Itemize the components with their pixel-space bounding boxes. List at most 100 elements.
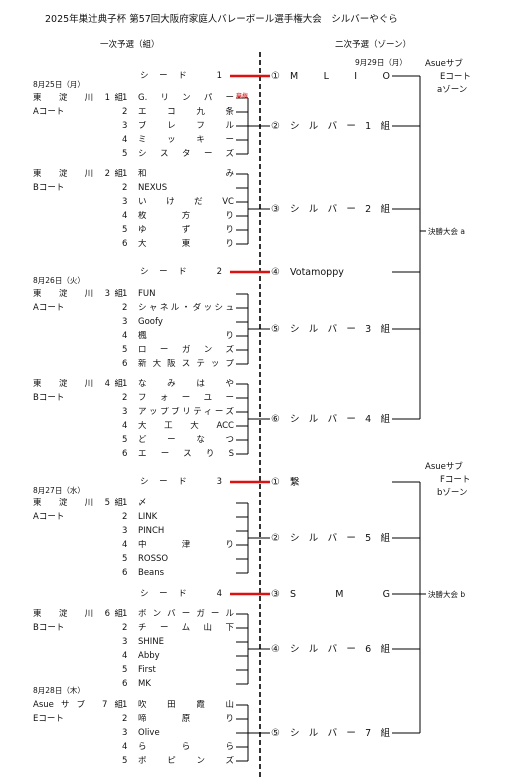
left-header: 一次予選（組） xyxy=(100,40,160,50)
court: Aコート xyxy=(33,106,65,117)
team-name: ROSSO xyxy=(138,553,169,564)
team-no: 5 xyxy=(122,344,128,355)
team-no: 1 xyxy=(122,608,128,619)
team-name: Beans xyxy=(138,567,165,578)
team-no: 3 xyxy=(122,120,128,131)
team-no: 4 xyxy=(122,650,128,661)
title: 2025年巣辻典子杯 第57回大阪府家庭人バレーボール選手権大会 シルバーやぐら xyxy=(45,14,398,25)
team-name: 〆 xyxy=(138,497,147,508)
team-name: Goofy xyxy=(138,316,163,327)
team-name: アップブリティーズ xyxy=(138,406,234,417)
team-name: 吹田霞山 xyxy=(138,699,234,710)
team-name: ゆずり xyxy=(138,224,234,235)
round2-date: 9月29日（月） xyxy=(355,58,407,67)
team-name: ボンバーガール xyxy=(138,608,234,619)
team-no: 1 xyxy=(122,288,128,299)
team-no: 4 xyxy=(122,330,128,341)
team-name: なみはや xyxy=(138,378,234,389)
team-name: ポピンズ xyxy=(138,755,234,766)
team-no: 3 xyxy=(122,196,128,207)
court: Bコート xyxy=(33,622,65,633)
court: Eコート xyxy=(33,713,64,724)
zone-court: Fコート xyxy=(440,474,471,485)
court: Bコート xyxy=(33,392,65,403)
team-no: 5 xyxy=(122,148,128,159)
final: 決勝大会 b xyxy=(428,589,466,599)
team-name: フォーユー xyxy=(138,392,234,403)
team-no: 1 xyxy=(122,378,128,389)
final: 決勝大会 a xyxy=(428,226,465,236)
group-name: Asueサブ 7組 xyxy=(33,699,123,710)
result-no: ④ xyxy=(271,643,280,655)
result: シルバー1組 xyxy=(290,120,390,132)
team-no: 6 xyxy=(122,448,128,459)
team-name: LINK xyxy=(138,511,158,522)
team-name: 大東り xyxy=(138,238,234,249)
result-no: ④ xyxy=(271,266,280,278)
result-no: ⑤ xyxy=(271,727,280,739)
team-no: 5 xyxy=(122,755,128,766)
result: シルバー5組 xyxy=(290,532,390,544)
result: シルバー6組 xyxy=(290,643,390,655)
team-no: 3 xyxy=(122,727,128,738)
team-name: どーなつ xyxy=(138,434,234,445)
team-no: 6 xyxy=(122,567,128,578)
team-no: 2 xyxy=(122,622,128,633)
team-name: PINCH xyxy=(138,525,165,536)
right-header: 二次予選（ゾーン） xyxy=(335,40,412,50)
team-no: 4 xyxy=(122,210,128,221)
team-no: 3 xyxy=(122,316,128,327)
team-name: いけだVC xyxy=(138,196,234,207)
group-name: 東 淀 川 1組 xyxy=(33,92,123,103)
result: 繋 xyxy=(290,476,300,488)
team-no: 5 xyxy=(122,553,128,564)
seed: シード 4 xyxy=(140,588,222,599)
court: Aコート xyxy=(33,511,65,522)
team-name: G.リンパー xyxy=(138,92,234,103)
team-name: 大工大ACC xyxy=(138,420,234,431)
team-name: ローガンズ xyxy=(138,344,234,355)
date: 8月28日（木） xyxy=(33,685,85,695)
result: シルバー2組 xyxy=(290,203,390,215)
team-no: 2 xyxy=(122,302,128,313)
team-name: ブレフル xyxy=(138,120,234,131)
group-name: 東 淀 川 6組 xyxy=(33,608,123,619)
team-no: 2 xyxy=(122,392,128,403)
seed: シード 1 xyxy=(140,70,222,81)
team-no: 2 xyxy=(122,713,128,724)
team-no: 6 xyxy=(122,238,128,249)
date: 8月25日（月） xyxy=(33,79,85,89)
team-name: エコ九条 xyxy=(138,106,234,117)
team-name: チーム山下 xyxy=(138,622,234,633)
result: シルバー7組 xyxy=(290,727,390,739)
team-name: SHINE xyxy=(138,636,165,647)
team-name: 枚方り xyxy=(138,210,234,221)
result-no: ② xyxy=(271,120,280,132)
team-no: 3 xyxy=(122,406,128,417)
result-no: ① xyxy=(271,70,280,82)
result: シルバー4組 xyxy=(290,413,390,425)
result: シルバー3組 xyxy=(290,323,390,335)
court: Aコート xyxy=(33,302,65,313)
team-no: 4 xyxy=(122,741,128,752)
team-name: MK xyxy=(138,678,151,689)
zone-venue: Asueサブ xyxy=(425,461,463,472)
team-name: FUN xyxy=(138,288,156,299)
court: Bコート xyxy=(33,182,65,193)
team-no: 5 xyxy=(122,664,128,675)
note: 棄権 xyxy=(236,92,249,100)
team-no: 4 xyxy=(122,539,128,550)
result-no: ⑥ xyxy=(271,413,280,425)
team-no: 1 xyxy=(122,497,128,508)
team-no: 3 xyxy=(122,636,128,647)
team-name: NEXUS xyxy=(138,182,168,193)
team-no: 5 xyxy=(122,224,128,235)
team-name: 新大阪ステップ xyxy=(138,358,234,369)
team-no: 2 xyxy=(122,182,128,193)
team-name: ミッキー xyxy=(138,134,234,145)
result-no: ⑤ xyxy=(271,323,280,335)
team-no: 4 xyxy=(122,420,128,431)
team-name: 中津り xyxy=(138,539,234,550)
team-no: 6 xyxy=(122,678,128,689)
